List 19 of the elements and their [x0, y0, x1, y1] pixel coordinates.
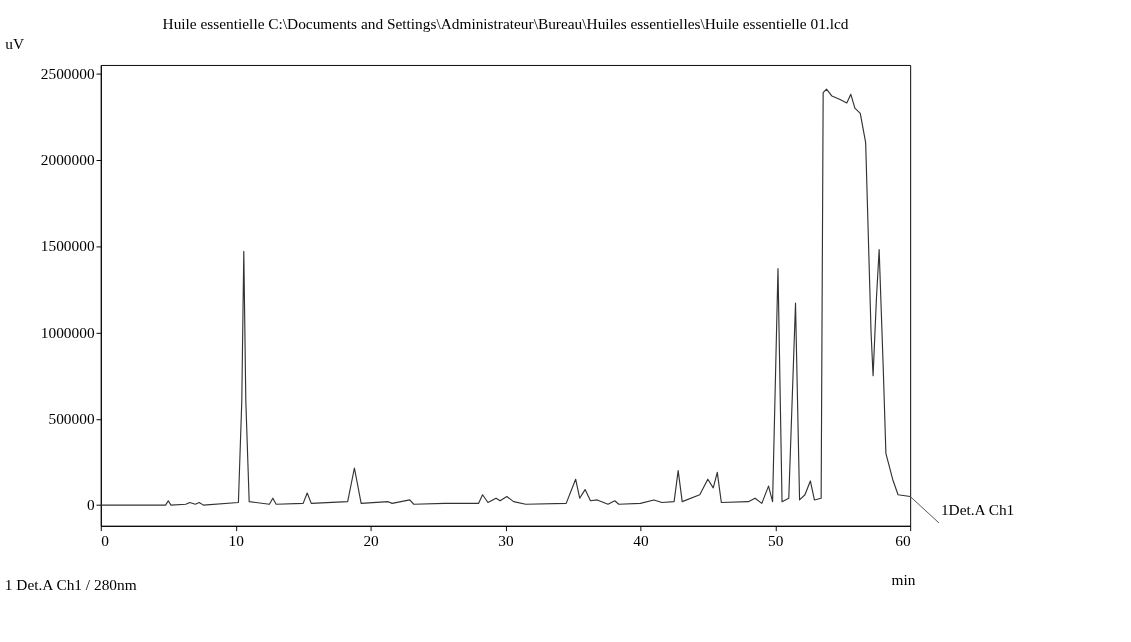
y-tick-label: 2500000 [40, 64, 95, 82]
chart-title: Huile essentielle C:\Documents and Settings\Administrateur\Bureau\Huiles essentielles\Huile essentielle 01.lcd [162, 15, 849, 33]
y-tick-label: 1000000 [40, 323, 95, 341]
y-tick-label: 500000 [48, 410, 95, 428]
x-axis-title: min [891, 570, 916, 588]
x-tick-label: 40 [633, 531, 649, 549]
x-tick-label: 0 [101, 531, 110, 549]
x-tick-label: 10 [228, 531, 245, 549]
y-tick-label: 0 [86, 496, 95, 514]
x-tick-label: 50 [768, 531, 784, 549]
annotation: 1Det.A Ch1 [940, 500, 1015, 518]
line-series [100, 88, 911, 506]
y-tick-label: 2000000 [40, 151, 95, 169]
y-axis-title: uV [5, 35, 25, 53]
text: 1 Det.A Ch1 / 280nm [4, 576, 137, 594]
x-tick-label: 30 [498, 531, 514, 549]
y-tick-label: 1500000 [40, 237, 95, 255]
x-tick-label: 20 [363, 531, 380, 549]
x-tick-label: 60 [895, 531, 911, 549]
